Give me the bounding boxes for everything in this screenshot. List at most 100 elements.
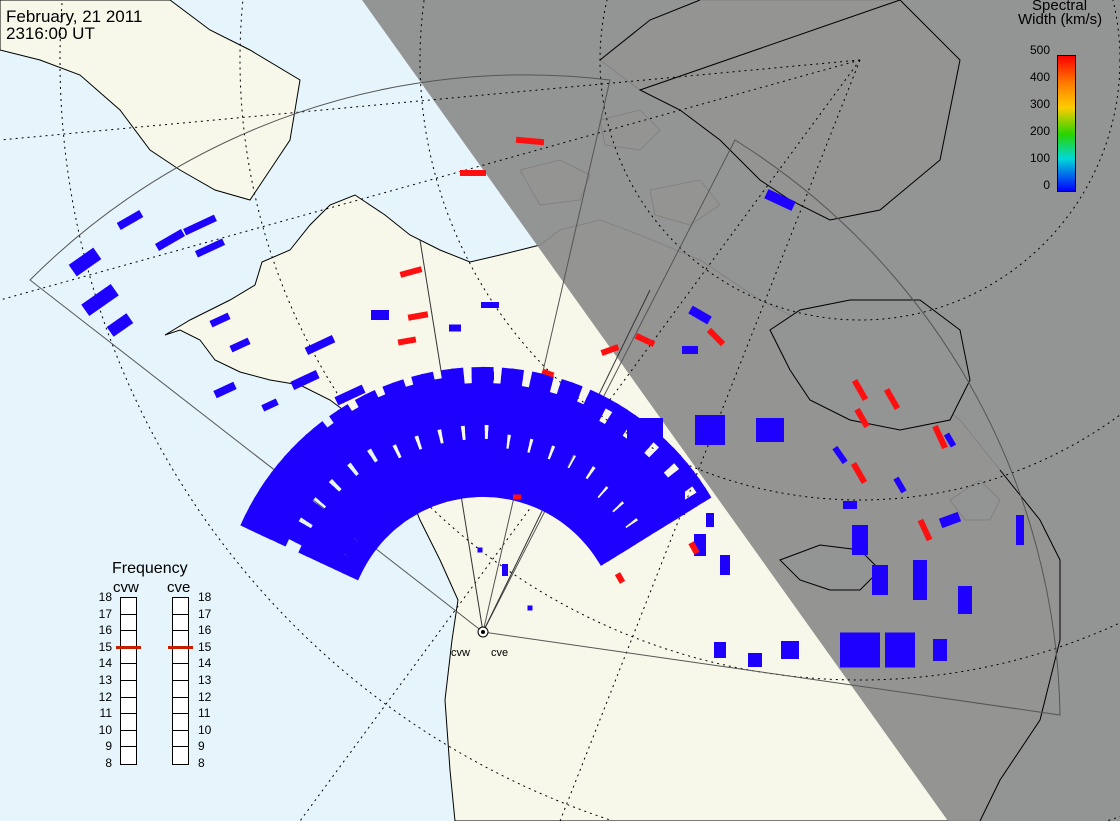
backscatter-layer bbox=[68, 136, 1024, 668]
scatter-cell bbox=[660, 453, 676, 469]
scatter-cell bbox=[689, 491, 705, 507]
scatter-cell bbox=[885, 632, 915, 668]
time-label: 2316:00 UT bbox=[6, 24, 95, 43]
scatter-cell bbox=[572, 413, 588, 427]
scatter-cell bbox=[614, 537, 630, 554]
scatter-cell bbox=[622, 507, 638, 524]
asia-coast bbox=[0, 0, 301, 201]
scatter-cell bbox=[155, 229, 185, 251]
scatter-cell bbox=[678, 475, 694, 491]
frequency-scale-label: 18 bbox=[98, 590, 112, 604]
scatter-cell bbox=[451, 367, 465, 379]
scatter-cell bbox=[539, 373, 554, 387]
scatter-cell bbox=[591, 477, 608, 493]
scatter-cell bbox=[843, 501, 857, 509]
scatter-cell bbox=[363, 390, 380, 405]
scatter-cell bbox=[484, 486, 498, 498]
scatter-cell bbox=[616, 512, 632, 529]
scatter-cell bbox=[356, 449, 372, 465]
frequency-scale-label: 17 bbox=[98, 606, 112, 621]
scatter-cell-high bbox=[634, 333, 656, 347]
scatter-cell bbox=[81, 283, 119, 317]
scatter-cell bbox=[852, 525, 868, 555]
frequency-scale-label: 9 bbox=[198, 739, 205, 754]
scatter-cell bbox=[578, 457, 595, 473]
scatter-cell bbox=[68, 247, 102, 277]
scatter-cell bbox=[611, 422, 628, 438]
scatter-cell bbox=[482, 371, 494, 381]
scatter-cell bbox=[696, 487, 712, 503]
scatter-cell bbox=[297, 524, 313, 540]
site-label-cvw: cvw bbox=[451, 647, 470, 659]
colorbar-tick: 400 bbox=[1029, 70, 1050, 84]
scatter-cell bbox=[304, 335, 336, 355]
scatter-cell bbox=[481, 382, 494, 394]
scatter-cell bbox=[213, 381, 237, 399]
frequency-column-cve bbox=[172, 597, 189, 765]
scatter-cell bbox=[501, 367, 514, 379]
scatter-cell-high bbox=[854, 407, 870, 429]
scatter-cell bbox=[510, 368, 525, 381]
scatter-cell-high bbox=[932, 424, 948, 450]
frequency-marker-cvw bbox=[116, 645, 141, 649]
scatter-cell bbox=[933, 639, 947, 661]
scatter-cell bbox=[608, 542, 624, 558]
scatter-cell bbox=[337, 404, 353, 419]
scatter-cell bbox=[695, 415, 725, 445]
scatter-cell bbox=[261, 398, 279, 412]
frequency-cell bbox=[121, 681, 136, 698]
frequency-title: Frequency bbox=[112, 560, 188, 577]
frequency-cell bbox=[173, 747, 188, 764]
scatter-cell bbox=[345, 537, 361, 553]
frequency-scale-label: 16 bbox=[98, 623, 112, 638]
scatter-cell bbox=[633, 438, 650, 455]
scatter-cell bbox=[502, 564, 508, 576]
cvw-fov bbox=[29, 74, 611, 633]
colorbar-tick: 100 bbox=[1029, 151, 1050, 165]
frequency-scale-label: 8 bbox=[198, 756, 205, 770]
frequency-scale-label: 14 bbox=[98, 656, 112, 671]
scatter-cell bbox=[764, 189, 796, 211]
frequency-scale-label: 10 bbox=[198, 722, 212, 737]
scatter-cell bbox=[665, 485, 685, 515]
scatter-cell bbox=[635, 525, 651, 541]
frequency-scale-label: 9 bbox=[105, 739, 112, 754]
frequency-cell bbox=[173, 681, 188, 698]
colorbar-title-line1: Spectral bbox=[1032, 0, 1088, 14]
scatter-cell bbox=[471, 374, 484, 386]
frequency-cell bbox=[173, 615, 188, 632]
scatter-cell bbox=[319, 480, 335, 497]
frequency-scale-label: 11 bbox=[198, 706, 211, 721]
night-coastlines bbox=[599, 0, 1061, 821]
frequency-scale-label: 18 bbox=[198, 590, 212, 604]
scatter-cell-high bbox=[541, 368, 555, 378]
scatter-cell bbox=[325, 486, 341, 502]
frequency-scale-label: 13 bbox=[98, 673, 112, 687]
scatter-cell bbox=[334, 384, 366, 406]
frequency-cell bbox=[121, 747, 136, 764]
scatter-cell bbox=[312, 421, 329, 437]
scatter-cell bbox=[303, 499, 320, 516]
scatter-cell bbox=[628, 529, 644, 545]
frequency-cell bbox=[121, 714, 136, 731]
scatter-cell bbox=[371, 310, 389, 320]
scatter-cell bbox=[682, 346, 698, 354]
frequency-cell bbox=[173, 664, 188, 681]
scatter-cell bbox=[720, 555, 730, 575]
scatter-cell bbox=[627, 418, 663, 442]
scatter-cell bbox=[832, 445, 848, 465]
colorbar-tick: 0 bbox=[1043, 178, 1050, 192]
scatter-cell bbox=[116, 210, 144, 230]
scatter-cell-high bbox=[850, 461, 868, 485]
scatter-cell bbox=[601, 546, 617, 562]
scatter-cell-high bbox=[851, 378, 869, 402]
scatter-cell-high bbox=[460, 170, 486, 176]
scatter-cell bbox=[106, 313, 134, 337]
scatter-cell-high bbox=[513, 494, 521, 500]
scatter-cell bbox=[462, 383, 475, 394]
colorbar-tick: 300 bbox=[1029, 97, 1050, 111]
scatter-cell bbox=[682, 495, 698, 512]
scatter-cell-high bbox=[407, 311, 429, 321]
scatter-cell bbox=[781, 641, 799, 659]
scatter-cell-high bbox=[614, 572, 626, 584]
